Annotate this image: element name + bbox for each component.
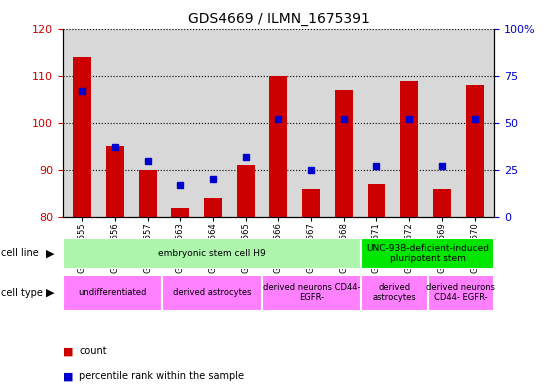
Text: derived astrocytes: derived astrocytes — [173, 288, 251, 297]
Bar — [335, 90, 353, 217]
Bar — [361, 275, 428, 311]
Text: derived neurons
CD44- EGFR-: derived neurons CD44- EGFR- — [426, 283, 495, 303]
Bar — [237, 165, 255, 217]
Text: ▶: ▶ — [46, 288, 55, 298]
Text: undifferentiated: undifferentiated — [79, 288, 147, 297]
Bar — [139, 170, 157, 217]
Bar — [400, 81, 418, 217]
Bar — [367, 184, 385, 217]
Bar — [466, 85, 484, 217]
Bar — [73, 57, 91, 217]
Text: cell type: cell type — [1, 288, 43, 298]
Bar — [428, 275, 494, 311]
Bar — [63, 275, 162, 311]
Bar — [270, 76, 287, 217]
Text: UNC-93B-deficient-induced
pluripotent stem: UNC-93B-deficient-induced pluripotent st… — [366, 244, 489, 263]
Bar — [171, 208, 189, 217]
Bar — [361, 238, 494, 269]
Bar — [204, 198, 222, 217]
Text: embryonic stem cell H9: embryonic stem cell H9 — [158, 249, 266, 258]
Title: GDS4669 / ILMN_1675391: GDS4669 / ILMN_1675391 — [187, 12, 370, 26]
Bar — [162, 275, 262, 311]
Bar — [302, 189, 320, 217]
Bar — [262, 275, 361, 311]
Text: cell line: cell line — [1, 248, 39, 258]
Text: count: count — [79, 346, 107, 356]
Text: ■: ■ — [63, 371, 73, 381]
Bar — [63, 238, 361, 269]
Text: percentile rank within the sample: percentile rank within the sample — [79, 371, 244, 381]
Bar — [106, 146, 124, 217]
Text: ■: ■ — [63, 346, 73, 356]
Bar — [433, 189, 451, 217]
Text: derived
astrocytes: derived astrocytes — [373, 283, 417, 303]
Text: ▶: ▶ — [46, 248, 55, 258]
Text: derived neurons CD44-
EGFR-: derived neurons CD44- EGFR- — [263, 283, 360, 303]
